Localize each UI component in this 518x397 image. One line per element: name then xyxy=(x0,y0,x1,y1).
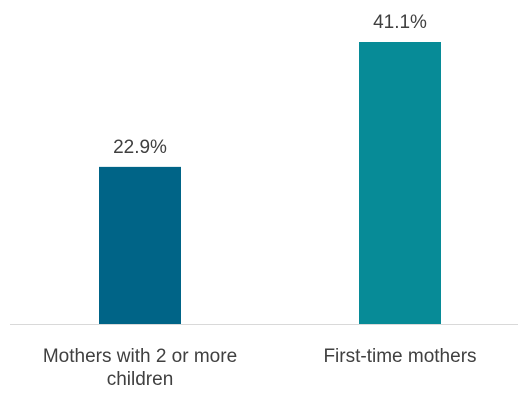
labels-layer: 22.9% Mothers with 2 or more children 41.1%… xyxy=(43,12,477,390)
category-label-1: First-time mothers xyxy=(323,346,476,367)
category-label-1-line-0: First-time mothers xyxy=(323,346,476,367)
value-label-0: 22.9% xyxy=(113,137,167,158)
bar-1 xyxy=(359,42,441,324)
bars-layer xyxy=(99,42,441,324)
category-label-0: Mothers with 2 or more children xyxy=(43,346,237,390)
bar-0 xyxy=(99,166,181,324)
value-label-1: 41.1% xyxy=(373,12,427,33)
category-label-0-line-1: children xyxy=(107,369,174,390)
category-label-0-line-0: Mothers with 2 or more xyxy=(43,346,237,367)
